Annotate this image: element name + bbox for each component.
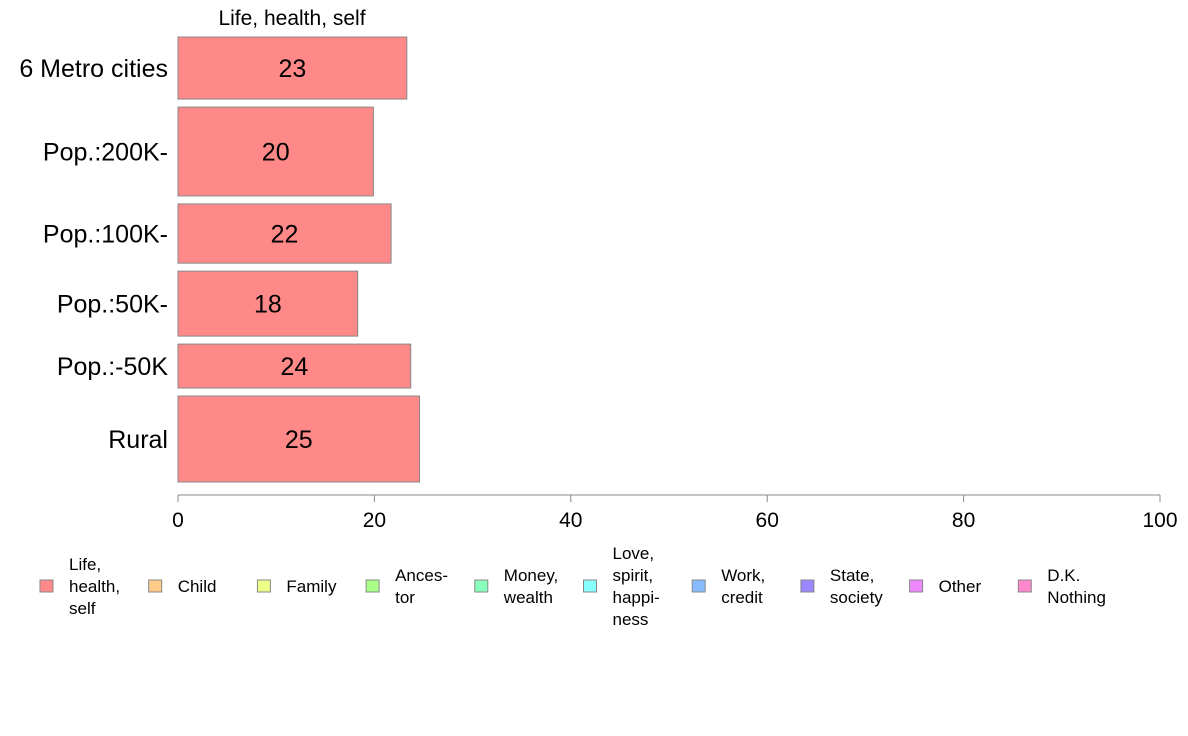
legend-swatch [691,579,706,593]
x-tick-label: 100 [1142,509,1177,532]
legend-label: Love, spirit, happi-ness [613,544,660,629]
bars-group: 6 Metro cities 23 Pop.:200K- 20 Pop.:100K- 22… [19,36,421,483]
x-tick-label: 60 [756,509,779,532]
legend-swatch [800,579,815,593]
category-label: Pop.:-50K [57,353,169,381]
bar-value-label: 22 [271,221,299,249]
legend-swatch [1017,579,1032,593]
category-label: Rural [108,426,168,454]
bar [177,343,412,389]
bar [177,36,408,100]
x-tick-label: 20 [363,509,386,532]
category-label: 6 Metro cities [19,55,168,83]
legend-swatch [909,579,924,593]
legend-label: Other [939,577,982,596]
bar [177,203,392,264]
bar-value-label: 18 [254,291,282,319]
category-label: Pop.:200K- [43,139,168,167]
legend-swatch [148,579,163,593]
x-tick-label: 40 [559,509,582,532]
category-label: Pop.:50K- [57,291,168,319]
legend-label: D.K. Nothing [1047,566,1106,607]
legend-label: Work, credit [721,566,765,607]
bar [177,106,374,197]
legend-label: Ances-tor [395,566,448,607]
bar-value-label: 23 [278,55,306,83]
bar [177,395,421,483]
legend-swatch [474,579,489,593]
legend-label: State, society [830,566,883,607]
legend-swatch [256,579,271,593]
legend-swatch [39,579,54,593]
bar [177,270,359,337]
legend-label: Family [286,577,337,596]
bar-value-label: 25 [285,426,313,454]
x-axis: 0 20 40 60 80 100 [172,494,1178,532]
legend-swatch [583,579,597,593]
bar-value-label: 24 [280,353,308,381]
panel-title: Life, health, self [218,7,365,30]
x-tick-label: 0 [172,509,184,532]
legend-label: Child [178,577,217,596]
legend-label: Life, health, self [69,555,120,618]
legend-label: Money, wealth [503,566,559,607]
x-tick-label: 80 [952,509,975,532]
category-label: Pop.:100K- [43,221,168,249]
legend: Life, health, self Child Family Ances-tor Mone… [39,544,1106,629]
bar-value-label: 20 [262,139,290,167]
legend-swatch [365,579,380,593]
